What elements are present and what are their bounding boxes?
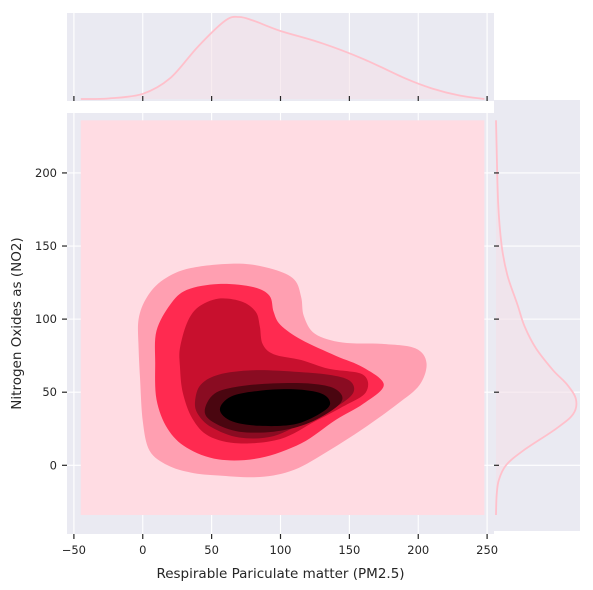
y-axis-ticks: 0 50 100 150 200 [35, 166, 67, 472]
x-tick-label: 150 [338, 543, 360, 557]
marginal-x-density-fill [80, 16, 485, 100]
x-tick-label: −50 [62, 543, 86, 557]
marginal-x-tick-marks [73, 96, 488, 101]
x-tick-label: 50 [204, 543, 219, 557]
y-axis-label: Nitrogen Oxides as (NO2) [9, 237, 25, 409]
marginal-y-tick-marks [494, 172, 499, 466]
marginal-y-density-line [495, 120, 578, 516]
joint-panel: −50 0 50 100 150 200 250 0 50 100 150 200 [35, 113, 498, 557]
marginal-y-panel [494, 100, 580, 531]
x-tick-label: 0 [139, 543, 146, 557]
marginal-x-density-line [80, 15, 485, 100]
y-tick-label: 200 [35, 166, 57, 180]
x-tick-label: 100 [270, 543, 292, 557]
y-tick-label: 50 [42, 385, 57, 399]
x-tick-label: 200 [407, 543, 429, 557]
marginal-y-density-fill [496, 120, 577, 516]
x-tick-label: 250 [476, 543, 498, 557]
y-tick-label: 100 [35, 312, 57, 326]
x-axis-ticks: −50 0 50 100 150 200 250 [62, 534, 498, 557]
marginal-x-panel [67, 13, 494, 101]
kde-level-7 [239, 394, 318, 420]
kde-contour-levels [137, 263, 427, 478]
y-tick-label: 150 [35, 239, 57, 253]
x-axis-label: Respirable Pariculate matter (PM2.5) [156, 566, 404, 582]
y-tick-label: 0 [50, 458, 57, 472]
